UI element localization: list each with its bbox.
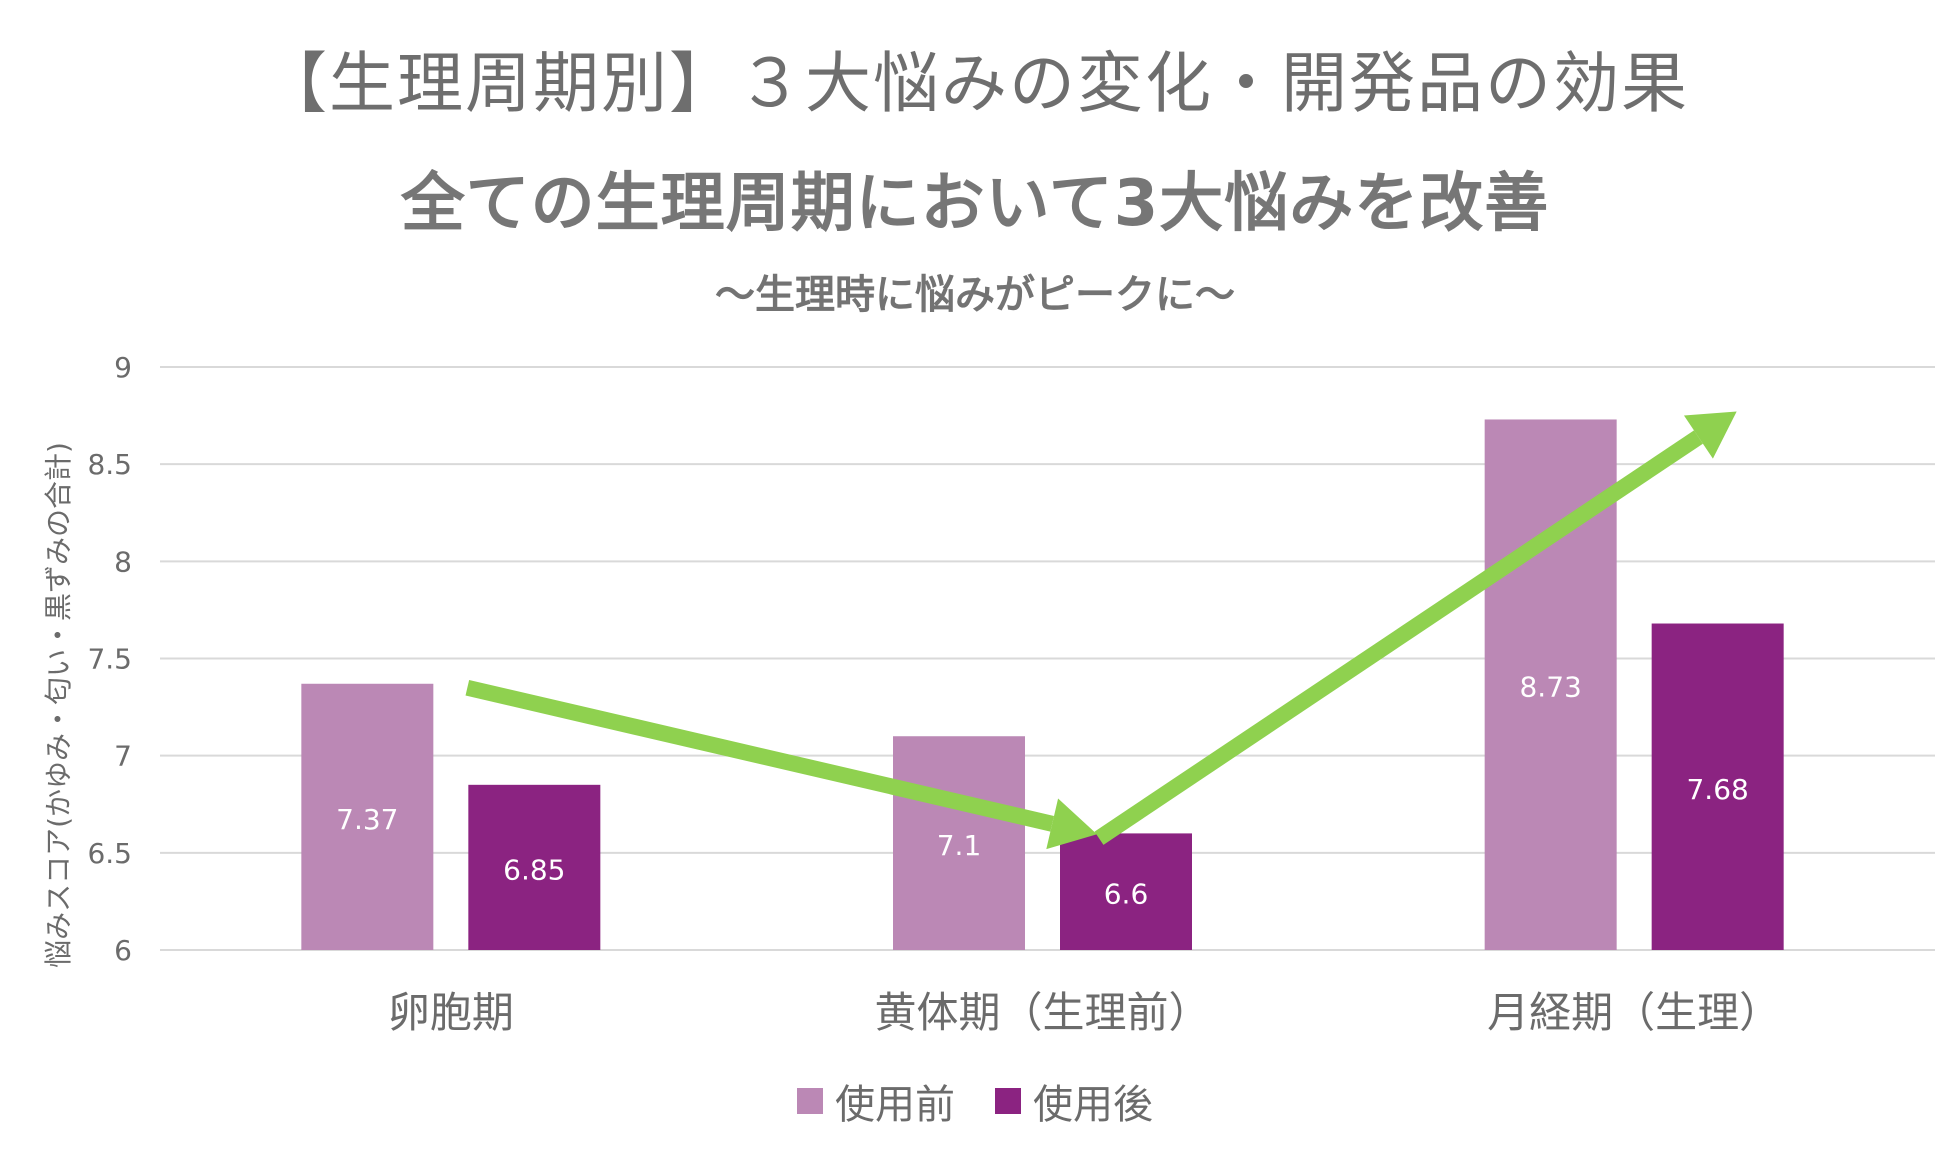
legend-swatch-before: [797, 1088, 823, 1114]
data-label: 7.37: [336, 803, 398, 836]
legend: 使用前 使用後: [0, 1072, 1950, 1130]
y-tick-label: 7: [114, 740, 132, 773]
y-axis-label: 悩みスコア(かゆみ・匂い・黒ずみの合計): [42, 442, 75, 968]
bar-before: [893, 736, 1025, 950]
data-label: 8.73: [1519, 671, 1581, 704]
chart-subsubtitle: 〜生理時に悩みがピークに〜: [715, 272, 1235, 318]
chart-subtitle: 全ての生理周期において3大悩みを改善: [400, 167, 1550, 241]
data-label: 7.68: [1686, 773, 1748, 806]
bar-after: [468, 784, 601, 950]
x-tick-label: 黄体期（生理前）: [874, 988, 1210, 1037]
y-tick-label: 6.5: [87, 837, 132, 870]
arrow-head: [1683, 411, 1737, 459]
bar-before: [301, 683, 434, 950]
y-tick-label: 6: [114, 934, 132, 967]
legend-label-before: 使用前: [835, 1082, 955, 1128]
arrow-shaft: [465, 679, 1055, 832]
data-label: 6.85: [503, 853, 565, 886]
trend-arrow-up: [1094, 411, 1737, 845]
y-tick-label: 9: [114, 351, 132, 384]
bar-after: [1060, 833, 1192, 950]
trend-arrow-down: [465, 679, 1097, 850]
y-tick-label: 8: [114, 545, 132, 578]
y-tick-label: 7.5: [87, 643, 132, 676]
legend-item-before: 使用前: [797, 1072, 955, 1130]
y-tick-label: 8.5: [87, 448, 132, 481]
bar-after: [1651, 623, 1784, 950]
arrow-head: [1046, 798, 1097, 850]
x-tick-label: 月経期（生理）: [1487, 988, 1781, 1037]
data-label: 6.6: [1104, 878, 1149, 911]
arrow-shaft: [1094, 430, 1703, 845]
chart-title: 【生理周期別】３大悩みの変化・開発品の効果: [261, 45, 1689, 122]
legend-swatch-after: [995, 1088, 1021, 1114]
x-tick-label: 卵胞期: [388, 988, 514, 1037]
data-label: 7.1: [937, 829, 982, 862]
legend-item-after: 使用後: [995, 1072, 1153, 1130]
legend-label-after: 使用後: [1033, 1082, 1153, 1128]
